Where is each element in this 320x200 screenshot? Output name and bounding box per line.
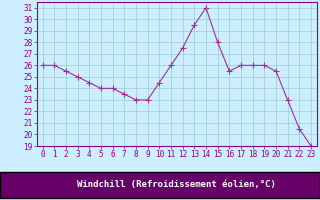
Text: Windchill (Refroidissement éolien,°C): Windchill (Refroidissement éolien,°C) (76, 180, 276, 190)
